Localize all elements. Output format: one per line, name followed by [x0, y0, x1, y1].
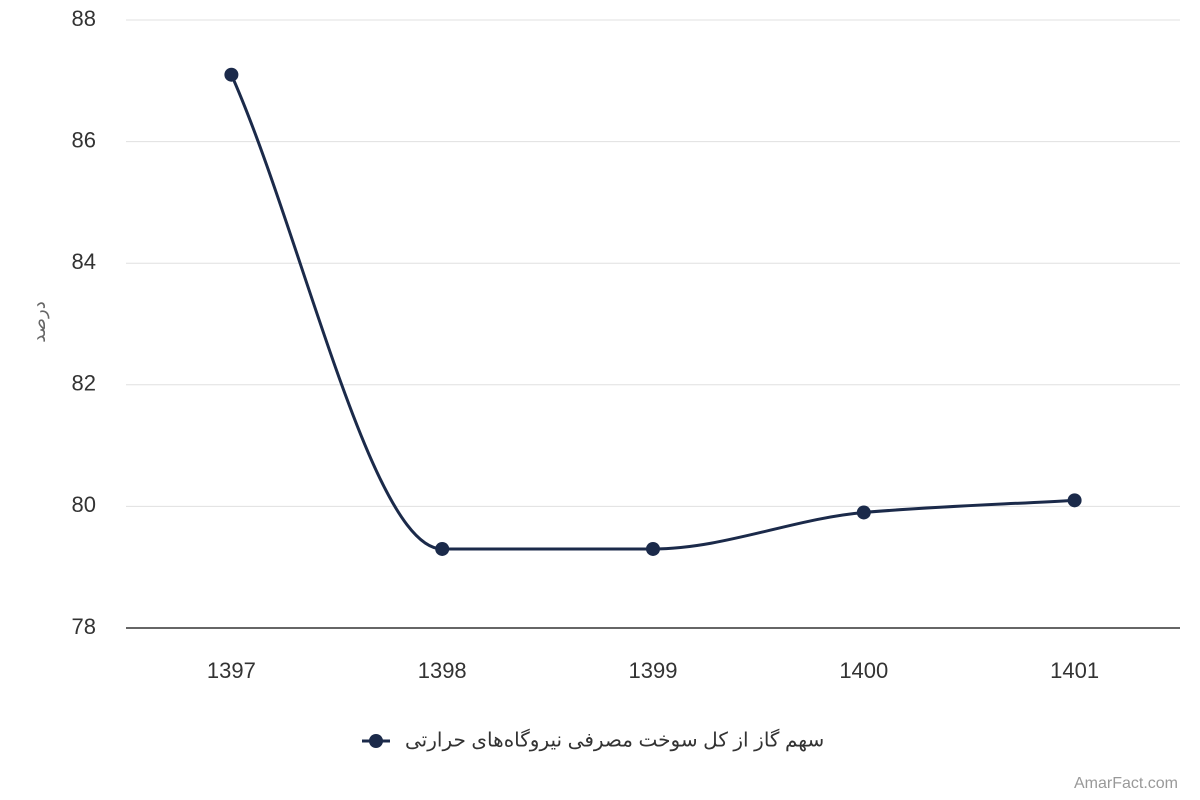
x-tick-label: 1398	[418, 658, 467, 683]
point	[1067, 493, 1082, 508]
x-tick-label: 1399	[629, 658, 678, 683]
x-tick-label: 1401	[1050, 658, 1099, 683]
point	[435, 541, 450, 556]
line	[230, 74, 1075, 551]
x-tick-label: 1397	[207, 658, 256, 683]
point	[856, 505, 871, 520]
point	[224, 67, 239, 82]
y-tick-label: 86	[72, 127, 96, 152]
x-tick-label: 1400	[839, 658, 888, 683]
y-tick-label: 80	[72, 492, 96, 517]
y-tick-label: 82	[72, 371, 96, 396]
legend-symbol	[369, 734, 383, 748]
credit: AmarFact.com	[1074, 775, 1178, 792]
point	[646, 541, 660, 556]
legend-label: سهم گاز از کل سوخت مصرفی نیروگاه‌های حرا…	[405, 728, 824, 751]
y-axis-label: درصد	[29, 301, 49, 342]
y-tick-label: 78	[72, 614, 96, 639]
y-tick-label: 84	[72, 249, 96, 274]
y-tick-label: 88	[72, 6, 96, 31]
